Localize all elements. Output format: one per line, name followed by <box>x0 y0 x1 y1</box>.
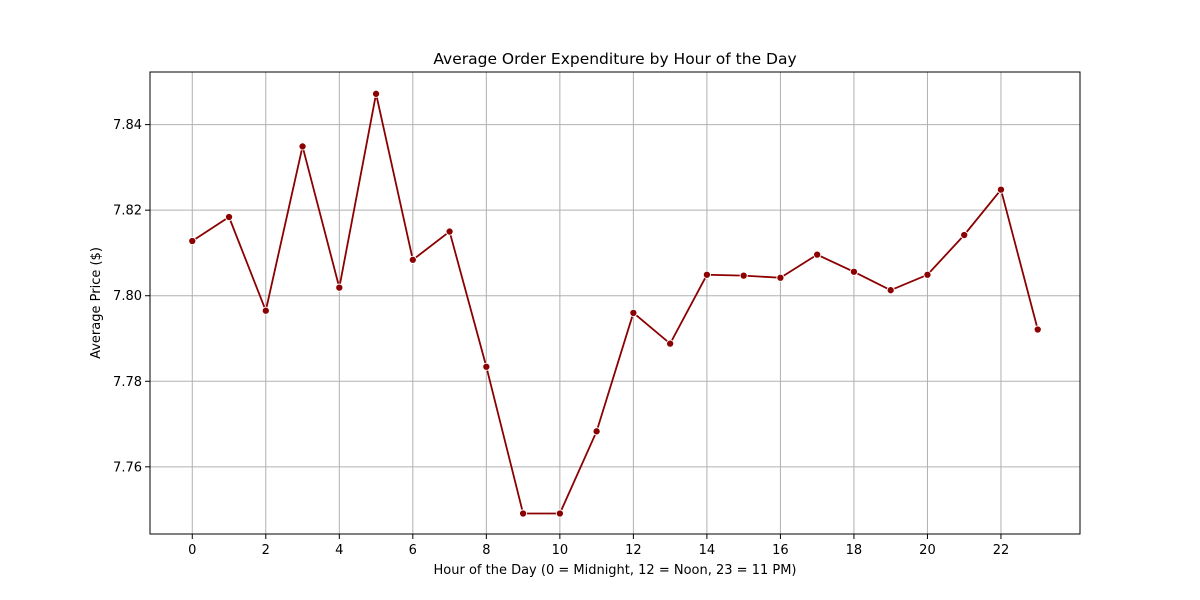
x-axis: 0 2 4 6 8 10 12 14 16 18 20 22 <box>188 534 1009 558</box>
chart-title: Average Order Expenditure by Hour of the… <box>433 50 796 68</box>
y-tick-label: 7.80 <box>113 289 142 304</box>
data-point <box>886 286 895 295</box>
data-point <box>224 212 234 222</box>
grid <box>150 72 1080 534</box>
data-point <box>776 273 785 282</box>
data-point <box>592 427 601 436</box>
x-tick-label: 0 <box>188 543 196 558</box>
x-tick-label: 6 <box>409 543 417 558</box>
data-point <box>555 509 564 518</box>
y-tick-label: 7.76 <box>113 460 142 475</box>
y-tick-label: 7.78 <box>113 375 142 390</box>
data-point <box>298 142 307 151</box>
data-point <box>702 270 711 279</box>
data-point <box>1033 325 1042 334</box>
data-point <box>629 308 638 317</box>
data-point <box>923 270 932 279</box>
x-tick-label: 16 <box>772 543 789 558</box>
data-point <box>519 509 528 518</box>
data-point <box>849 267 858 276</box>
x-tick-label: 2 <box>262 543 270 558</box>
y-tick-label: 7.84 <box>113 118 142 133</box>
data-point <box>335 283 344 292</box>
data-point <box>960 230 969 240</box>
plot-frame <box>149 71 1081 535</box>
data-point <box>372 89 381 98</box>
series-line <box>191 93 1039 515</box>
x-tick-label: 20 <box>919 543 936 558</box>
x-tick-label: 14 <box>699 543 716 558</box>
x-tick-label: 4 <box>335 543 343 558</box>
x-tick-label: 12 <box>625 543 642 558</box>
series-layer <box>188 89 1042 518</box>
y-axis-label: Average Price ($) <box>89 247 104 359</box>
data-point <box>739 271 748 280</box>
y-tick-label: 7.82 <box>113 204 142 219</box>
x-tick-label: 22 <box>993 543 1010 558</box>
x-tick-label: 8 <box>482 543 490 558</box>
data-point <box>408 255 417 264</box>
data-point <box>666 339 675 348</box>
data-point <box>188 236 197 246</box>
y-axis: 7.76 7.78 7.80 7.82 7.84 <box>113 118 150 475</box>
data-point <box>445 227 454 236</box>
data-point <box>813 250 822 259</box>
x-tick-label: 10 <box>552 543 569 558</box>
data-point <box>996 185 1006 194</box>
x-tick-label: 18 <box>846 543 863 558</box>
data-point <box>482 362 491 371</box>
x-axis-label: Hour of the Day (0 = Midnight, 12 = Noon… <box>434 563 797 578</box>
data-point <box>261 306 270 315</box>
